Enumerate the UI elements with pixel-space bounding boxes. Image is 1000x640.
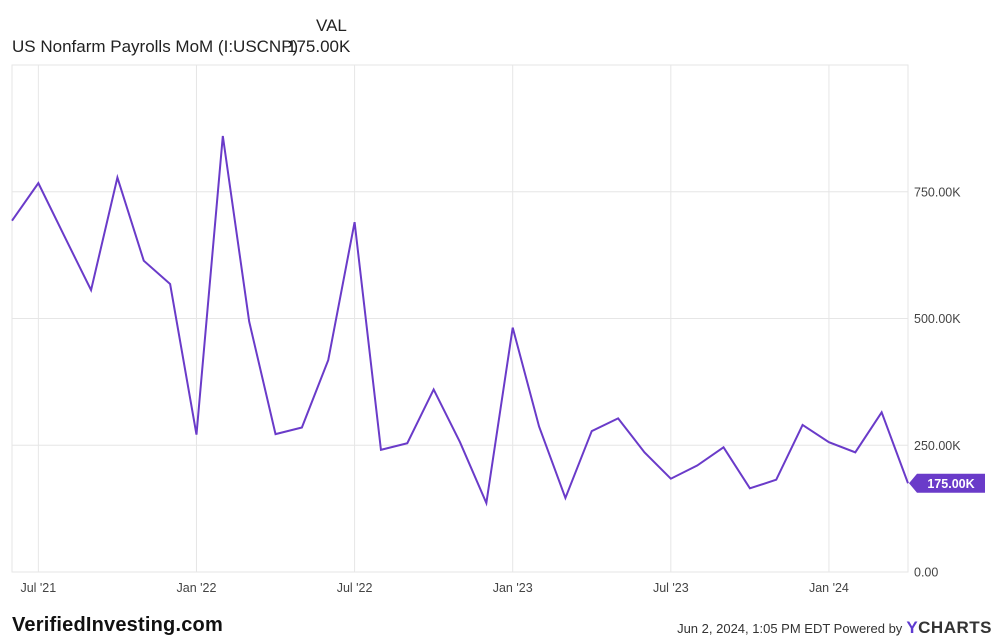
x-tick-label: Jan '23 xyxy=(493,581,533,595)
data-point[interactable] xyxy=(89,288,94,293)
x-tick-label: Jul '22 xyxy=(337,581,373,595)
data-point[interactable] xyxy=(220,133,225,138)
data-point[interactable] xyxy=(431,387,436,392)
data-point[interactable] xyxy=(405,441,410,446)
data-point[interactable] xyxy=(510,325,515,330)
data-point[interactable] xyxy=(458,440,463,445)
data-point[interactable] xyxy=(36,181,41,186)
series-line[interactable] xyxy=(11,135,909,507)
data-point[interactable] xyxy=(141,258,146,263)
data-point[interactable] xyxy=(168,282,173,287)
brand-watermark[interactable]: VerifiedInvesting.com xyxy=(12,614,223,636)
data-point[interactable] xyxy=(10,218,15,223)
x-tick-label: Jan '22 xyxy=(177,581,217,595)
data-point[interactable] xyxy=(879,410,884,415)
data-point[interactable] xyxy=(273,432,278,437)
data-point[interactable] xyxy=(826,440,831,445)
last-value-badge: 175.00K xyxy=(909,473,985,493)
data-point[interactable] xyxy=(563,495,568,500)
data-point[interactable] xyxy=(326,358,331,363)
y-tick-label: 250.00K xyxy=(914,439,961,453)
data-point[interactable] xyxy=(695,463,700,468)
footer-credit: Jun 2, 2024, 1:05 PM EDT Powered by YCHAR… xyxy=(677,618,992,638)
data-point[interactable] xyxy=(774,477,779,482)
data-point[interactable] xyxy=(378,447,383,452)
timestamp: Jun 2, 2024, 1:05 PM EDT Powered by xyxy=(677,621,903,636)
data-point[interactable] xyxy=(62,234,67,239)
data-point[interactable] xyxy=(800,422,805,427)
ycharts-logo[interactable]: YCHARTS xyxy=(906,618,992,637)
data-point[interactable] xyxy=(247,319,252,324)
legend-row[interactable]: US Nonfarm Payrolls MoM (I:USCNP) 175.00… xyxy=(12,37,350,57)
badge-shape xyxy=(909,473,985,493)
data-point[interactable] xyxy=(537,424,542,429)
y-tick-label: 0.00 xyxy=(914,566,938,580)
y-tick-label: 500.00K xyxy=(914,312,961,326)
legend-series-value: 175.00K xyxy=(287,37,351,56)
legend-value-header: VAL xyxy=(316,16,347,35)
legend-series-name: US Nonfarm Payrolls MoM (I:USCNP) xyxy=(12,37,299,56)
y-tick-label: 750.00K xyxy=(914,185,961,199)
data-point[interactable] xyxy=(747,486,752,491)
data-point[interactable] xyxy=(642,450,647,455)
data-point[interactable] xyxy=(484,501,489,506)
x-tick-label: Jul '21 xyxy=(20,581,56,595)
x-tick-label: Jul '23 xyxy=(653,581,689,595)
series-layer xyxy=(10,133,909,507)
data-point[interactable] xyxy=(115,175,120,180)
data-point[interactable] xyxy=(352,220,357,225)
data-point[interactable] xyxy=(721,445,726,450)
data-point[interactable] xyxy=(194,432,199,437)
data-point[interactable] xyxy=(853,450,858,455)
data-point[interactable] xyxy=(299,425,304,430)
data-point[interactable] xyxy=(668,476,673,481)
x-tick-label: Jan '24 xyxy=(809,581,849,595)
grid xyxy=(11,64,909,573)
badge-label: 175.00K xyxy=(927,477,974,491)
data-point[interactable] xyxy=(589,429,594,434)
data-point[interactable] xyxy=(616,416,621,421)
x-axis: Jul '21 Jan '22 Jul '22 Jan '23 Jul '23 Jan '… xyxy=(20,581,848,595)
y-axis: 0.00 250.00K 500.00K 750.00K xyxy=(914,185,961,579)
